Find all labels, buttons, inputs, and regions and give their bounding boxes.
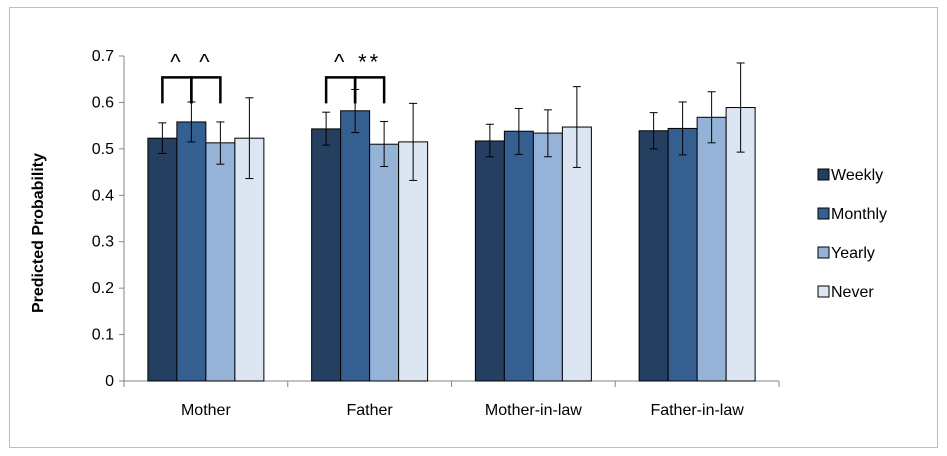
bar-weekly-father <box>311 128 342 382</box>
y-tick-label: 0.1 <box>92 327 114 344</box>
x-category-label: Father-in-law <box>650 402 744 419</box>
bar-monthly-mother-in-law <box>503 130 534 382</box>
chart-frame <box>9 7 938 448</box>
legend-swatch-never <box>817 285 830 298</box>
significance-label: ** <box>358 49 381 74</box>
bar-weekly-father-in-law <box>638 130 669 382</box>
bar-weekly-mother <box>147 137 178 382</box>
bar-monthly-father <box>340 110 371 382</box>
significance-bracket <box>324 76 357 104</box>
y-tick-label: 0.4 <box>92 187 114 204</box>
bar-yearly-father <box>369 143 400 382</box>
significance-bracket <box>161 76 193 104</box>
error-bars-layer <box>158 62 745 181</box>
y-tick-label: 0.6 <box>92 94 114 111</box>
legend: Weekly Monthly Yearly Never <box>817 167 887 301</box>
y-tick-label: 0.7 <box>92 48 114 65</box>
significance-label: ^ <box>199 49 212 74</box>
annotations-layer: ^ ^ ^ ** <box>161 49 386 104</box>
bar-yearly-father-in-law <box>696 116 727 382</box>
y-tick-label: 0.2 <box>92 280 114 297</box>
y-tick-label: 0 <box>105 373 114 390</box>
bar-never-father <box>398 141 429 382</box>
significance-bracket <box>353 76 386 104</box>
bar-weekly-mother-in-law <box>474 140 505 382</box>
bar-monthly-father-in-law <box>667 127 698 382</box>
y-axis-label: Predicted Probability <box>30 153 47 313</box>
significance-bracket <box>190 76 222 104</box>
bar-never-father-in-law <box>725 107 756 382</box>
x-category-label: Mother <box>181 402 231 419</box>
legend-swatch-monthly <box>817 207 830 220</box>
axes-layer: 0 0.1 0.2 0.3 0.4 0.5 0.6 0.7 Mother Father Mother… <box>92 48 780 419</box>
bar-monthly-mother <box>176 121 207 382</box>
bar-yearly-mother-in-law <box>532 132 563 382</box>
x-category-label: Mother-in-law <box>485 402 582 419</box>
legend-label-weekly: Weekly <box>831 167 883 184</box>
legend-swatch-yearly <box>817 246 830 259</box>
x-category-label: Father <box>347 402 394 419</box>
significance-label: ^ <box>334 49 347 74</box>
legend-label-monthly: Monthly <box>831 206 887 223</box>
bar-yearly-mother <box>205 142 236 382</box>
y-tick-label: 0.3 <box>92 234 114 251</box>
significance-label: ^ <box>170 49 183 74</box>
y-tick-label: 0.5 <box>92 141 114 158</box>
legend-label-never: Never <box>831 284 874 301</box>
bars-layer <box>147 107 756 382</box>
legend-swatch-weekly <box>817 168 830 181</box>
legend-label-yearly: Yearly <box>831 245 875 262</box>
bar-never-mother-in-law <box>561 126 592 382</box>
